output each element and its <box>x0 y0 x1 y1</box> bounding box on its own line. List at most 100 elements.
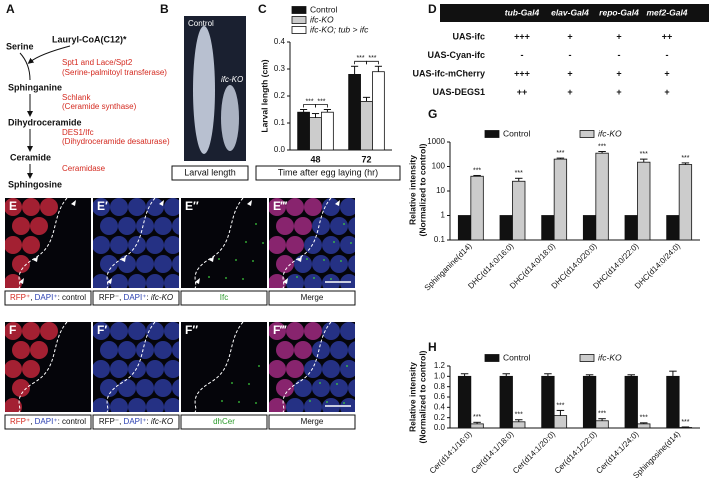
panel-letter: H <box>428 340 437 354</box>
table-cell: + <box>567 87 572 97</box>
significance: *** <box>640 151 648 158</box>
dot <box>350 242 352 244</box>
cell <box>128 274 146 288</box>
cell <box>30 341 48 359</box>
cell <box>146 274 164 288</box>
cell <box>22 236 40 254</box>
caption-part: DAPI⁺ <box>124 417 147 426</box>
dot <box>296 276 298 278</box>
cell <box>322 274 340 288</box>
table-cell: +++ <box>514 68 530 78</box>
bar <box>499 215 513 241</box>
x-tick-label: Cer(d14:1/22:0) <box>553 429 599 475</box>
arrowhead <box>195 278 200 284</box>
cell <box>269 398 286 412</box>
y-axis-label: (Normalized to control) <box>417 143 427 236</box>
dot <box>242 278 244 280</box>
arrowhead <box>159 200 164 206</box>
caption-part: RFP⁺ <box>10 417 30 426</box>
caption-box <box>4 414 92 430</box>
y-tick-label: 1 <box>441 211 446 220</box>
cell <box>294 379 312 397</box>
cell <box>340 274 355 288</box>
cell <box>110 274 128 288</box>
cell <box>93 274 110 288</box>
dot <box>221 400 223 402</box>
significance: *** <box>317 98 325 105</box>
micrograph: E′ <box>93 197 179 289</box>
enzyme: Ceramidase <box>62 164 106 173</box>
panel-letter: B <box>160 2 169 16</box>
table-cell: + <box>616 31 621 41</box>
dot <box>208 276 210 278</box>
row-label: UAS-Cyan-ifc <box>427 50 485 60</box>
caption-box <box>92 414 180 430</box>
row-label: UAS-ifc <box>452 31 485 41</box>
legend-label: ifc-KO <box>598 352 622 362</box>
cell <box>136 341 154 359</box>
x-tick-label: 48 <box>310 154 320 164</box>
cell <box>93 236 110 254</box>
table-header-cell: elav-Gal4 <box>551 7 589 17</box>
table-cell: + <box>616 87 621 97</box>
dot <box>245 241 247 243</box>
panel-letter: E <box>9 199 17 213</box>
y-tick-label: 0.0 <box>434 423 446 432</box>
larva-label: Control <box>188 19 214 28</box>
significance: *** <box>356 55 364 62</box>
dot <box>225 277 227 279</box>
micrograph: E <box>5 197 91 289</box>
y-axis-label: (Normalized to control) <box>417 350 427 443</box>
caption: RFP⁻, DAPI⁺: ifc-KO <box>99 293 173 302</box>
arrowhead <box>33 256 38 262</box>
caption-part: Merge <box>301 417 324 426</box>
significance-bracket <box>366 60 379 65</box>
significance: *** <box>598 143 606 150</box>
cell <box>146 322 164 340</box>
cell <box>93 322 110 340</box>
dot <box>343 402 345 404</box>
significance: *** <box>640 415 648 422</box>
bar <box>541 215 555 241</box>
dot <box>340 260 342 262</box>
table-header <box>440 4 709 22</box>
cell <box>269 360 286 378</box>
table-cell: + <box>567 68 572 78</box>
table-header-cell: tub-Gal4 <box>505 7 540 17</box>
cell <box>154 341 172 359</box>
arrow <box>19 45 71 81</box>
bar <box>372 71 385 151</box>
micrograph: F‴ <box>269 321 355 413</box>
cell <box>322 198 340 216</box>
legend-swatch <box>484 130 500 138</box>
cell <box>12 255 30 273</box>
y-axis-label: Larval length (cm) <box>259 59 269 132</box>
caption-part: DAPI⁺ <box>124 293 147 302</box>
x-tick-label: DHC(d14:0/24:0) <box>633 241 682 290</box>
y-tick-label: 0.1 <box>434 235 446 244</box>
significance: *** <box>681 155 689 162</box>
caption: Ifc <box>220 293 228 302</box>
cell <box>40 322 58 340</box>
pathway-node: Ceramide <box>10 152 51 162</box>
caption-part: DAPI⁺ <box>35 293 58 302</box>
bar <box>348 74 361 151</box>
dot <box>238 401 240 403</box>
cell <box>322 322 340 340</box>
cell <box>5 322 22 340</box>
cell <box>118 341 136 359</box>
legend-label: Control <box>310 4 338 14</box>
x-axis-label: Time after egg laying (hr) <box>278 167 378 177</box>
enzyme: DES1/Ifc <box>62 128 94 137</box>
table-cell: + <box>664 68 669 78</box>
enzyme: Spt1 and Lace/Spt2 <box>62 58 133 67</box>
table-header-cell: mef2-Gal4 <box>646 7 687 17</box>
dot <box>252 260 254 262</box>
cell <box>269 198 286 216</box>
cell <box>110 198 128 216</box>
micrograph: F <box>5 321 91 413</box>
cell <box>269 274 286 288</box>
cell <box>100 217 118 235</box>
legend-swatch <box>484 354 500 362</box>
bar <box>637 423 651 429</box>
